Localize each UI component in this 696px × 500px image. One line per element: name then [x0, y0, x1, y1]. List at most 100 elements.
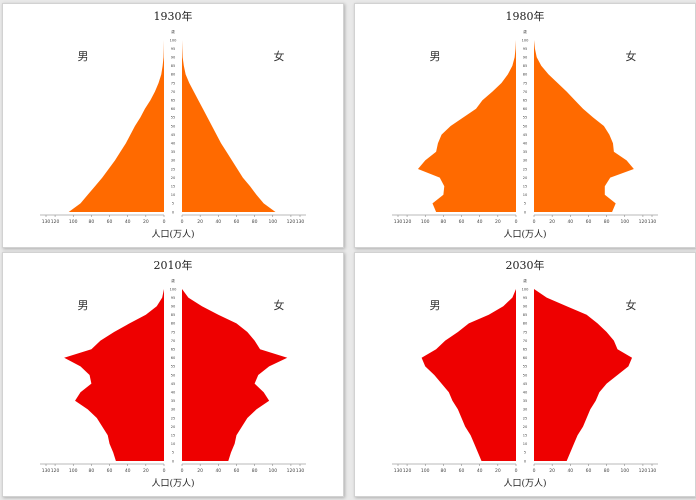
x-tick-label: 100 [421, 219, 430, 225]
age-tick-label: 20 [171, 176, 176, 180]
age-tick-label: 0 [172, 459, 175, 463]
age-tick-label: 55 [523, 116, 528, 120]
x-tick-label: 60 [234, 219, 240, 225]
male-population-area [68, 40, 164, 212]
chart-title: 2030年 [506, 258, 545, 272]
x-tick-label: 60 [459, 219, 465, 225]
pyramid-panel-1980: 1980年男 女 歳 0 5 10 15 20 25 30 35 40 45 50 55 60 65 70 75 80… [354, 3, 696, 248]
age-tick-label: 95 [171, 296, 176, 300]
x-tick-label: 100 [620, 468, 629, 474]
x-tick-label: 0 [181, 468, 184, 474]
age-tick-label: 25 [523, 416, 528, 420]
age-tick-label: 80 [523, 73, 528, 77]
age-tick-label: 85 [171, 313, 176, 317]
age-tick-label: 0 [524, 459, 527, 463]
x-tick-label: 20 [143, 468, 149, 474]
age-tick-label: 45 [523, 382, 528, 386]
age-tick-label: 70 [171, 339, 176, 343]
x-tick-label: 40 [125, 219, 131, 225]
x-tick-label: 20 [549, 219, 555, 225]
x-tick-label: 0 [181, 219, 184, 225]
age-tick-label: 15 [171, 434, 176, 438]
age-tick-label: 95 [523, 47, 528, 51]
male-label: 男 [430, 50, 441, 63]
age-tick-label: 20 [171, 425, 176, 429]
age-tick-label: 40 [171, 142, 176, 146]
x-tick-label: 40 [215, 468, 221, 474]
age-tick-label: 50 [523, 373, 528, 377]
age-tick-label: 50 [171, 373, 176, 377]
age-tick-label: 95 [171, 47, 176, 51]
age-tick-label: 90 [523, 305, 528, 309]
age-tick-label: 40 [523, 391, 528, 395]
x-axis-title: 人口(万人) [503, 478, 546, 489]
age-tick-label: 70 [523, 90, 528, 94]
x-tick-label: 80 [604, 219, 610, 225]
age-tick-label: 35 [171, 150, 176, 154]
x-tick-label: 60 [234, 468, 240, 474]
female-population-area [534, 40, 634, 212]
age-tick-label: 100 [170, 38, 178, 42]
female-label: 女 [626, 298, 637, 312]
x-tick-label: 80 [441, 219, 447, 225]
x-tick-label: 60 [586, 468, 592, 474]
x-tick-label: 60 [586, 219, 592, 225]
x-tick-label: 0 [515, 219, 518, 225]
age-unit-label: 歳 [523, 29, 527, 34]
x-tick-label: 60 [107, 468, 113, 474]
female-population-area [534, 289, 633, 461]
age-tick-label: 25 [171, 167, 176, 171]
x-tick-label: 130 [648, 468, 657, 474]
age-tick-label: 20 [523, 425, 528, 429]
age-tick-label: 75 [523, 81, 528, 85]
age-tick-label: 60 [171, 356, 176, 360]
age-tick-label: 70 [523, 339, 528, 343]
age-tick-label: 70 [171, 90, 176, 94]
x-axis-title: 人口(万人) [151, 478, 194, 489]
chart-title: 2010年 [154, 258, 193, 272]
age-tick-label: 90 [171, 56, 176, 60]
x-tick-label: 130 [42, 468, 51, 474]
x-tick-label: 80 [252, 468, 258, 474]
age-tick-label: 90 [171, 305, 176, 309]
male-label: 男 [78, 50, 89, 63]
x-tick-label: 40 [567, 468, 573, 474]
age-tick-label: 60 [171, 107, 176, 111]
age-tick-label: 65 [171, 348, 176, 352]
x-tick-label: 0 [163, 468, 166, 474]
pyramid-panel-1930: 1930年男 女 歳 0 5 10 15 20 25 30 35 40 45 50 55 60 65 70 75 80… [2, 3, 344, 248]
age-tick-label: 55 [523, 365, 528, 369]
male-label: 男 [78, 299, 89, 312]
male-population-area [417, 40, 516, 212]
age-tick-label: 10 [523, 193, 528, 197]
female-population-area [182, 289, 288, 461]
age-tick-label: 85 [523, 64, 528, 68]
x-tick-label: 100 [268, 219, 277, 225]
x-tick-label: 100 [268, 468, 277, 474]
age-tick-label: 85 [171, 64, 176, 68]
age-tick-label: 60 [523, 356, 528, 360]
x-tick-label: 120 [287, 219, 296, 225]
x-tick-label: 0 [533, 468, 536, 474]
x-tick-label: 20 [495, 468, 501, 474]
age-tick-label: 100 [522, 287, 530, 291]
age-tick-label: 60 [523, 107, 528, 111]
x-tick-label: 20 [143, 219, 149, 225]
x-tick-label: 100 [421, 468, 430, 474]
age-tick-label: 15 [171, 185, 176, 189]
age-tick-label: 65 [523, 99, 528, 103]
x-tick-label: 100 [69, 468, 78, 474]
age-tick-label: 55 [171, 116, 176, 120]
x-tick-label: 130 [296, 219, 305, 225]
age-tick-label: 25 [523, 167, 528, 171]
age-tick-label: 35 [523, 150, 528, 154]
x-tick-label: 120 [639, 219, 648, 225]
x-tick-label: 80 [604, 468, 610, 474]
age-column [518, 283, 532, 463]
x-tick-label: 130 [394, 468, 403, 474]
x-tick-label: 130 [394, 219, 403, 225]
x-tick-label: 130 [296, 468, 305, 474]
age-tick-label: 80 [171, 322, 176, 326]
